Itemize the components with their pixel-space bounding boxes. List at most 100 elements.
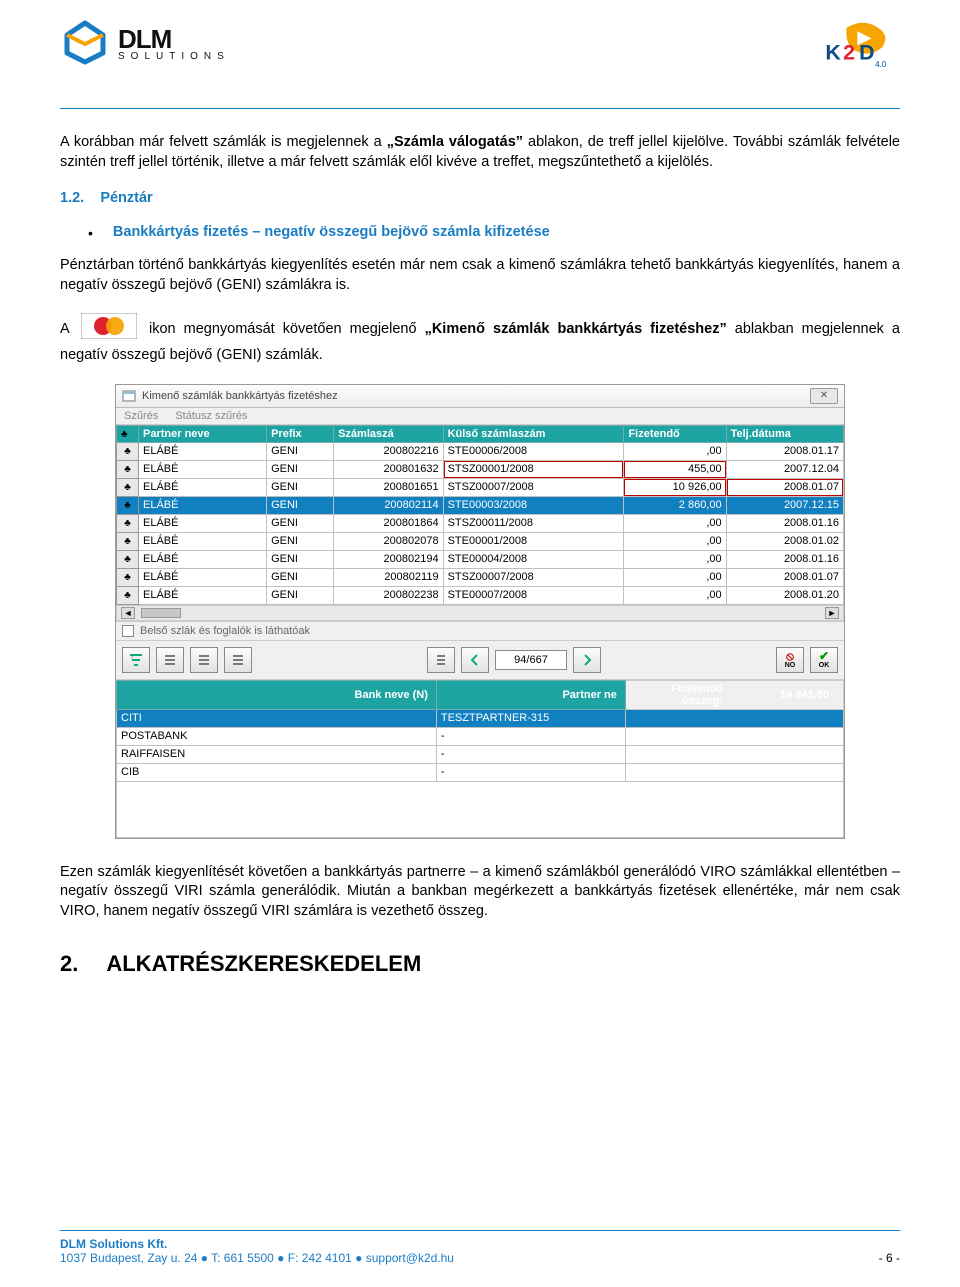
row-mark[interactable]: ♣ bbox=[117, 442, 139, 460]
cell-bank: RAIFFAISEN bbox=[117, 745, 437, 763]
cell-telj: 2008.01.16 bbox=[726, 550, 843, 568]
window-menubar: Szűrés Státusz szűrés bbox=[116, 408, 844, 425]
cell-kulso: STSZ00011/2008 bbox=[443, 514, 624, 532]
col-partner[interactable]: Partner neve bbox=[139, 425, 267, 442]
tool-list3-icon[interactable] bbox=[224, 647, 252, 673]
window-icon bbox=[122, 389, 136, 403]
checkbox-belso[interactable] bbox=[122, 625, 134, 637]
mastercard-icon bbox=[81, 313, 137, 346]
cell-telj: 2008.01.07 bbox=[726, 478, 843, 496]
cell-fizetendo: 2 860,00 bbox=[624, 496, 726, 514]
cell-fizetendo: ,00 bbox=[624, 514, 726, 532]
section-2-heading: 2. ALKATRÉSZKERESKEDELEM bbox=[60, 951, 900, 977]
bank-row[interactable]: POSTABANK- bbox=[117, 727, 844, 745]
menu-statusz[interactable]: Státusz szűrés bbox=[175, 410, 247, 422]
total-label: Fizetendő összeg: bbox=[634, 683, 723, 707]
doc-footer: DLM Solutions Kft. 1037 Budapest, Zay u.… bbox=[60, 1230, 900, 1265]
footer-left: DLM Solutions Kft. 1037 Budapest, Zay u.… bbox=[60, 1237, 454, 1265]
table-row[interactable]: ♣ELÁBÉGENI200802114STE00003/20082 860,00… bbox=[117, 496, 844, 514]
cell-partner: ELÁBÉ bbox=[139, 532, 267, 550]
col-prefix[interactable]: Prefix bbox=[267, 425, 334, 442]
bullet-dot-icon: • bbox=[88, 224, 93, 242]
svg-text:D: D bbox=[859, 41, 874, 65]
footer-rule bbox=[60, 1230, 900, 1231]
para-3: A ikon megnyomását követően megjelenő „K… bbox=[60, 313, 900, 365]
h-scrollbar[interactable]: ◄ ► bbox=[116, 605, 844, 621]
bullet-1: • Bankkártyás fizetés – negatív összegű … bbox=[60, 224, 900, 242]
row-mark[interactable]: ♣ bbox=[117, 586, 139, 604]
window-close-button[interactable]: ✕ bbox=[810, 388, 838, 404]
cell-bank: CIB bbox=[117, 763, 437, 781]
cell-szamla: 200802119 bbox=[334, 568, 443, 586]
col-fizetendo[interactable]: Fizetendő bbox=[624, 425, 726, 442]
row-mark[interactable]: ♣ bbox=[117, 460, 139, 478]
col-szamla[interactable]: Számlaszá bbox=[334, 425, 443, 442]
cell-prefix: GENI bbox=[267, 568, 334, 586]
window-title: Kimenő számlák bankkártyás fizetéshez bbox=[142, 390, 810, 402]
table-row[interactable]: ♣ELÁBÉGENI200802238STE00007/2008,002008.… bbox=[117, 586, 844, 604]
cell-fizetendo: 455,00 bbox=[624, 460, 726, 478]
table-row[interactable]: ♣ELÁBÉGENI200802194STE00004/2008,002008.… bbox=[117, 550, 844, 568]
cell-prefix: GENI bbox=[267, 550, 334, 568]
table-header-row: ♣ Partner neve Prefix Számlaszá Külső sz… bbox=[117, 425, 844, 442]
row-mark[interactable]: ♣ bbox=[117, 496, 139, 514]
cell-szamla: 200802114 bbox=[334, 496, 443, 514]
col-kulso[interactable]: Külső számlaszám bbox=[443, 425, 624, 442]
menu-szures[interactable]: Szűrés bbox=[124, 410, 158, 422]
cell-partner: ELÁBÉ bbox=[139, 568, 267, 586]
row-mark[interactable]: ♣ bbox=[117, 514, 139, 532]
footer-page: - 6 - bbox=[879, 1251, 900, 1265]
para-4: Ezen számlák kiegyenlítését követően a b… bbox=[60, 863, 900, 922]
tool-align-icon[interactable] bbox=[427, 647, 455, 673]
bank-row[interactable]: RAIFFAISEN- bbox=[117, 745, 844, 763]
table-row[interactable]: ♣ELÁBÉGENI200802119STSZ00007/2008,002008… bbox=[117, 568, 844, 586]
tool-list2-icon[interactable] bbox=[190, 647, 218, 673]
ok-button[interactable]: ✔OK bbox=[810, 647, 838, 673]
cell-fizetendo: ,00 bbox=[624, 550, 726, 568]
cell-szamla: 200802078 bbox=[334, 532, 443, 550]
invoice-table: ♣ Partner neve Prefix Számlaszá Külső sz… bbox=[116, 425, 844, 605]
scroll-left-icon[interactable]: ◄ bbox=[121, 607, 135, 619]
row-mark[interactable]: ♣ bbox=[117, 550, 139, 568]
cell-prefix: GENI bbox=[267, 460, 334, 478]
cell-bank-partner: - bbox=[436, 763, 625, 781]
col-partner2[interactable]: Partner ne bbox=[436, 680, 625, 709]
scroll-right-icon[interactable]: ► bbox=[825, 607, 839, 619]
cell-prefix: GENI bbox=[267, 496, 334, 514]
cell-partner: ELÁBÉ bbox=[139, 586, 267, 604]
cell-prefix: GENI bbox=[267, 586, 334, 604]
table-row[interactable]: ♣ELÁBÉGENI200801632STSZ00001/2008455,002… bbox=[117, 460, 844, 478]
tool-prev-icon[interactable] bbox=[461, 647, 489, 673]
cell-kulso: STE00006/2008 bbox=[443, 442, 624, 460]
col-bank[interactable]: Bank neve (N) bbox=[117, 680, 437, 709]
tool-filter-icon[interactable]: ? bbox=[122, 647, 150, 673]
empty-area bbox=[116, 782, 844, 838]
cell-telj: 2008.01.07 bbox=[726, 568, 843, 586]
tool-list1-icon[interactable] bbox=[156, 647, 184, 673]
scroll-thumb[interactable] bbox=[141, 608, 181, 618]
para-1: A korábban már felvett számlák is megjel… bbox=[60, 133, 900, 172]
table-row[interactable]: ♣ELÁBÉGENI200801864STSZ00011/2008,002008… bbox=[117, 514, 844, 532]
cell-bank-partner: TESZTPARTNER-315 bbox=[436, 709, 625, 727]
col-mark[interactable]: ♣ bbox=[117, 425, 139, 442]
table-row[interactable]: ♣ELÁBÉGENI200802078STE00001/2008,002008.… bbox=[117, 532, 844, 550]
cell-telj: 2007.12.15 bbox=[726, 496, 843, 514]
bank-row[interactable]: CITITESZTPARTNER-315 bbox=[117, 709, 844, 727]
tool-next-icon[interactable] bbox=[573, 647, 601, 673]
toolbar: ? 94/667 ⦸NO ✔OK bbox=[116, 641, 844, 680]
section-number: 1.2. Pénztár bbox=[60, 190, 900, 206]
cell-kulso: STSZ00001/2008 bbox=[443, 460, 624, 478]
cell-kulso: STE00004/2008 bbox=[443, 550, 624, 568]
table-row[interactable]: ♣ELÁBÉGENI200802216STE00006/2008,002008.… bbox=[117, 442, 844, 460]
col-telj[interactable]: Telj.dátuma bbox=[726, 425, 843, 442]
cell-prefix: GENI bbox=[267, 514, 334, 532]
row-mark[interactable]: ♣ bbox=[117, 532, 139, 550]
cell-blank bbox=[625, 709, 843, 727]
table-row[interactable]: ♣ELÁBÉGENI200801651STSZ00007/200810 926,… bbox=[117, 478, 844, 496]
row-mark[interactable]: ♣ bbox=[117, 568, 139, 586]
k2d-version: 4.0 bbox=[875, 60, 887, 69]
no-button[interactable]: ⦸NO bbox=[776, 647, 804, 673]
bank-row[interactable]: CIB- bbox=[117, 763, 844, 781]
record-counter: 94/667 bbox=[495, 650, 567, 670]
row-mark[interactable]: ♣ bbox=[117, 478, 139, 496]
